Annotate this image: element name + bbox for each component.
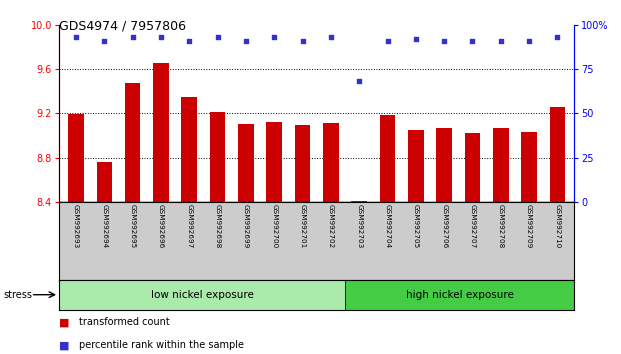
- Bar: [96, 162, 112, 202]
- Text: GSM992702: GSM992702: [328, 204, 334, 249]
- Text: ■: ■: [59, 318, 70, 327]
- Text: GSM992701: GSM992701: [299, 204, 306, 249]
- Text: GSM992696: GSM992696: [158, 204, 164, 249]
- Text: transformed count: transformed count: [79, 318, 170, 327]
- Bar: [521, 132, 537, 202]
- Point: [156, 34, 166, 40]
- Bar: [408, 130, 424, 202]
- Text: GSM992700: GSM992700: [271, 204, 277, 249]
- Bar: [351, 201, 367, 202]
- Bar: [210, 112, 225, 202]
- Text: GSM992706: GSM992706: [441, 204, 447, 249]
- Point: [184, 38, 194, 44]
- Point: [439, 38, 449, 44]
- Bar: [238, 124, 254, 202]
- Text: GSM992704: GSM992704: [384, 204, 391, 249]
- Text: ■: ■: [59, 341, 70, 350]
- Bar: [153, 63, 169, 202]
- Point: [270, 34, 279, 40]
- Point: [326, 34, 336, 40]
- Point: [212, 34, 222, 40]
- Text: GSM992694: GSM992694: [101, 204, 107, 249]
- Point: [383, 38, 392, 44]
- Text: GSM992707: GSM992707: [469, 204, 476, 249]
- Text: high nickel exposure: high nickel exposure: [406, 290, 514, 300]
- Point: [128, 34, 138, 40]
- Text: stress: stress: [3, 290, 32, 299]
- Point: [297, 38, 307, 44]
- Bar: [323, 123, 338, 202]
- Bar: [379, 115, 396, 202]
- Bar: [465, 133, 480, 202]
- Text: low nickel exposure: low nickel exposure: [151, 290, 253, 300]
- Point: [553, 34, 563, 40]
- Point: [354, 79, 364, 84]
- Bar: [437, 128, 452, 202]
- Point: [71, 34, 81, 40]
- Bar: [550, 107, 565, 202]
- Text: GSM992695: GSM992695: [130, 204, 135, 249]
- Text: GSM992697: GSM992697: [186, 204, 193, 249]
- Bar: [125, 84, 140, 202]
- Point: [411, 36, 421, 42]
- Point: [496, 38, 505, 44]
- Text: percentile rank within the sample: percentile rank within the sample: [79, 341, 244, 350]
- Text: GSM992703: GSM992703: [356, 204, 362, 249]
- Text: GSM992705: GSM992705: [413, 204, 419, 249]
- Text: GSM992709: GSM992709: [526, 204, 532, 249]
- Bar: [345, 280, 574, 310]
- Bar: [266, 122, 282, 202]
- Bar: [68, 114, 84, 202]
- Text: GSM992693: GSM992693: [73, 204, 79, 249]
- Point: [241, 38, 251, 44]
- Text: GSM992698: GSM992698: [215, 204, 220, 249]
- Text: GSM992708: GSM992708: [498, 204, 504, 249]
- Text: GSM992699: GSM992699: [243, 204, 249, 249]
- Text: GDS4974 / 7957806: GDS4974 / 7957806: [59, 19, 186, 33]
- Text: GSM992710: GSM992710: [555, 204, 560, 249]
- Bar: [59, 280, 345, 310]
- Point: [524, 38, 534, 44]
- Bar: [181, 97, 197, 202]
- Bar: [295, 125, 310, 202]
- Point: [99, 38, 109, 44]
- Point: [468, 38, 478, 44]
- Bar: [493, 128, 509, 202]
